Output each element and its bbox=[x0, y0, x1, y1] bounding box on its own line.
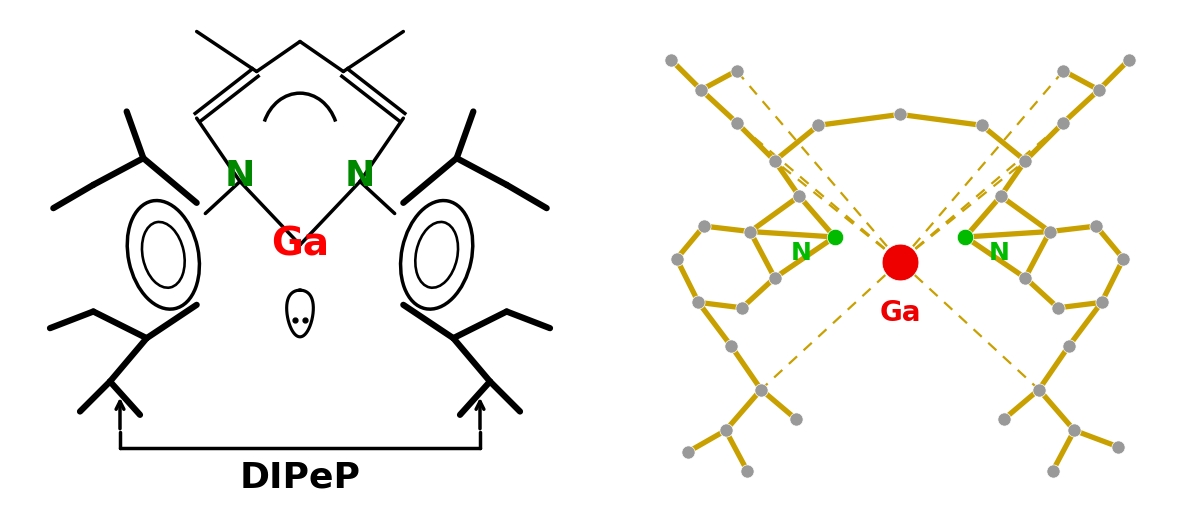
Point bbox=[1040, 228, 1060, 236]
Point bbox=[691, 86, 710, 94]
Text: N: N bbox=[344, 159, 376, 193]
Point bbox=[1109, 442, 1128, 451]
Point bbox=[1092, 298, 1111, 306]
Point bbox=[1090, 86, 1109, 94]
Point bbox=[1114, 255, 1133, 263]
Point bbox=[695, 222, 714, 230]
Point bbox=[1054, 66, 1073, 75]
Point bbox=[991, 192, 1010, 200]
Point bbox=[689, 298, 708, 306]
Point bbox=[721, 342, 740, 350]
Point bbox=[751, 385, 770, 394]
Point bbox=[1049, 304, 1068, 312]
Text: DIPeP: DIPeP bbox=[240, 460, 360, 494]
Point bbox=[787, 415, 806, 424]
Point bbox=[1064, 426, 1084, 435]
Point bbox=[1030, 385, 1049, 394]
Point bbox=[732, 304, 751, 312]
Point bbox=[890, 257, 910, 266]
Point bbox=[1086, 222, 1105, 230]
Point bbox=[790, 192, 809, 200]
Point bbox=[727, 66, 746, 75]
Point bbox=[1120, 56, 1139, 64]
Point bbox=[890, 110, 910, 119]
Point bbox=[738, 467, 757, 475]
Point bbox=[740, 228, 760, 236]
Point bbox=[1043, 467, 1062, 475]
Point bbox=[994, 415, 1013, 424]
Point bbox=[809, 121, 828, 130]
Point bbox=[678, 448, 697, 457]
Point bbox=[766, 156, 785, 165]
Text: N: N bbox=[224, 159, 256, 193]
Point bbox=[955, 233, 974, 241]
Text: Ga: Ga bbox=[271, 226, 329, 264]
Point bbox=[766, 274, 785, 282]
Point bbox=[826, 233, 845, 241]
Point bbox=[1060, 342, 1079, 350]
Point bbox=[1015, 274, 1034, 282]
Point bbox=[661, 56, 680, 64]
Point bbox=[972, 121, 991, 130]
Text: N: N bbox=[791, 241, 811, 265]
Point bbox=[1015, 156, 1034, 165]
Text: N: N bbox=[989, 241, 1009, 265]
Text: Ga: Ga bbox=[880, 299, 920, 327]
Point bbox=[727, 118, 746, 127]
Point bbox=[1054, 118, 1073, 127]
Point bbox=[667, 255, 686, 263]
Point bbox=[716, 426, 736, 435]
